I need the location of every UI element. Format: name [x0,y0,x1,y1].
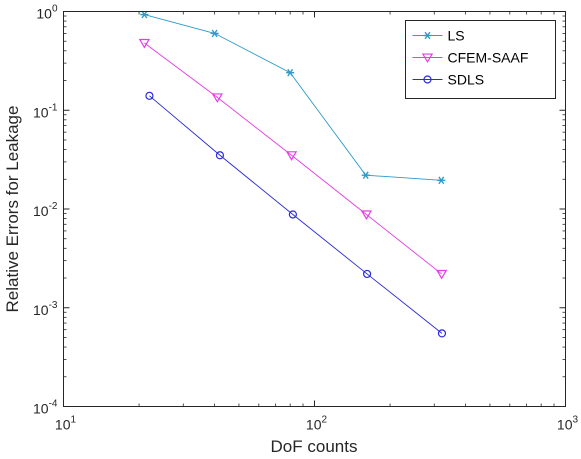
legend-box [405,20,556,99]
data-point-0-0 [140,10,149,19]
legend-marker-1 [421,53,434,64]
x-tick-label-1: 102 [306,415,328,433]
legend-marker-2 [423,75,432,84]
legend-item-2: SDLS [412,72,485,88]
series-1 [138,38,448,280]
x-tick-label-0: 101 [55,415,77,433]
y-tick-label-1: 10-3 [33,300,58,318]
y-axis-label: Relative Errors for Leakage [3,106,22,313]
legend-item-1: CFEM-SAAF [412,50,529,66]
data-point-0-2 [286,68,295,77]
x-tick-label-2: 103 [557,415,579,433]
y-tick-label-0: 10-4 [33,399,58,417]
y-tick-label-3: 10-1 [33,102,58,120]
series-0 [140,10,446,185]
data-point-1-4 [435,269,448,280]
data-point-2-1 [215,151,225,160]
data-point-1-2 [285,151,298,161]
legend-label-1: CFEM-SAAF [448,50,529,66]
legend-marker-0 [423,31,432,40]
legend-item-0: LS [412,28,465,44]
data-point-2-4 [437,329,447,338]
legend-label-0: LS [448,28,465,44]
data-point-1-0 [138,38,151,49]
series-line-0 [144,14,442,181]
series-line-1 [144,42,442,275]
y-tick-label-4: 100 [36,4,58,22]
y-tick-label-2: 10-2 [33,201,58,219]
data-point-0-3 [361,171,370,179]
data-point-2-0 [145,91,154,100]
series-2 [145,91,447,338]
axis-ticks: 101 102 103 10-4 10-3 10-2 10-1 100 [33,4,578,433]
data-point-2-2 [288,210,297,219]
data-point-1-1 [211,93,223,103]
data-point-0-1 [210,29,219,38]
legend-label-2: SDLS [448,72,485,88]
data-point-1-3 [360,210,373,221]
series-line-2 [149,95,443,334]
data-point-2-3 [362,269,372,279]
x-axis-label: DoF counts [271,437,358,456]
legend: LS CFEM-SAAF SDLS [405,20,556,99]
plot-area [138,10,448,338]
data-point-0-4 [437,176,446,185]
